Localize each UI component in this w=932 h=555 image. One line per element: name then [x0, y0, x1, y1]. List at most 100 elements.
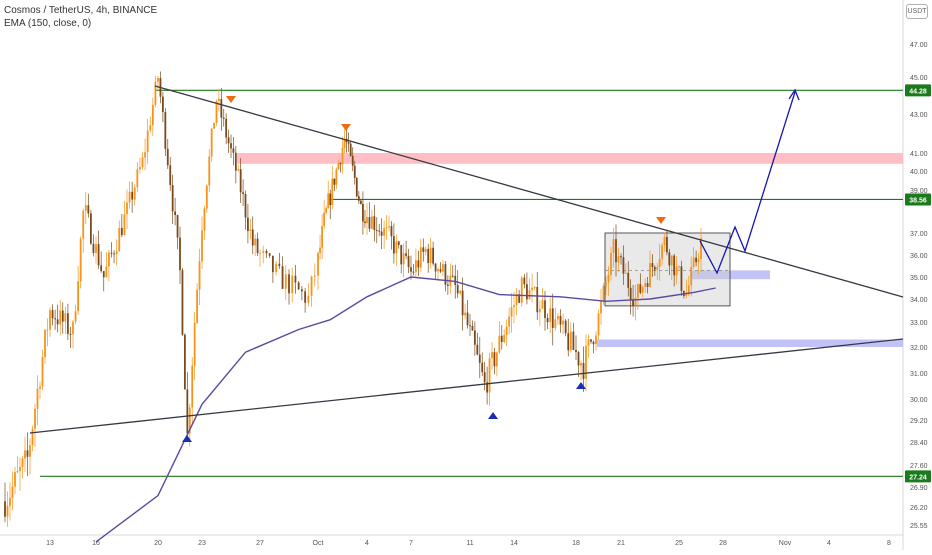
x-tick-label: 27: [256, 540, 264, 547]
candle: [294, 275, 297, 283]
candle: [370, 216, 373, 229]
candle: [82, 210, 85, 239]
candle: [271, 255, 274, 273]
candle: [649, 263, 651, 287]
candle: [538, 308, 541, 313]
candle: [9, 497, 11, 506]
candle: [575, 349, 577, 353]
candle: [84, 205, 87, 211]
x-tick-label: 18: [572, 540, 580, 547]
candle: [383, 228, 386, 236]
candle: [602, 285, 605, 301]
candle: [564, 320, 567, 334]
candle: [128, 191, 131, 203]
candle: [491, 352, 493, 359]
price-badge-label: 27.24: [909, 474, 927, 481]
candle: [498, 335, 501, 353]
candle: [181, 270, 184, 335]
candle: [551, 308, 554, 328]
candle: [439, 269, 442, 272]
candle: [375, 229, 378, 231]
candle: [191, 365, 194, 408]
x-tick-label: 7: [409, 540, 413, 547]
candle: [284, 274, 287, 289]
candle: [373, 216, 376, 230]
candle: [259, 252, 261, 254]
projection-path: [699, 91, 796, 275]
candle: [697, 259, 700, 263]
candle: [4, 501, 6, 517]
candle: [478, 354, 481, 363]
candle: [21, 458, 24, 468]
candle: [29, 445, 31, 457]
candle: [513, 305, 515, 308]
swing-high-marker: [226, 96, 236, 103]
swing-high-marker: [341, 124, 351, 131]
candle: [237, 169, 240, 171]
candle: [297, 282, 300, 290]
candle: [429, 247, 432, 263]
swing-low-marker: [576, 382, 586, 389]
candle: [331, 178, 334, 206]
candle: [313, 275, 316, 277]
candle: [424, 248, 427, 252]
candle: [666, 236, 668, 253]
candle: [34, 408, 36, 429]
candle: [533, 287, 536, 289]
candle: [281, 266, 284, 289]
candle: [288, 274, 290, 294]
x-tick-label: 4: [365, 540, 369, 547]
candle: [179, 237, 181, 271]
candle: [251, 229, 254, 246]
candle: [549, 308, 552, 323]
candle: [278, 263, 281, 267]
candle: [410, 267, 412, 272]
candle: [174, 211, 177, 216]
candle: [341, 147, 344, 165]
candle: [333, 178, 336, 185]
candle: [627, 272, 630, 288]
candle: [536, 287, 539, 313]
candle: [483, 372, 486, 383]
ascending-trendline: [29, 338, 904, 434]
candle: [307, 295, 310, 303]
candle: [327, 193, 330, 208]
candle: [16, 471, 19, 473]
candle: [597, 313, 600, 336]
x-tick-label: 23: [198, 540, 206, 547]
candle: [675, 266, 678, 276]
indicator-label: EMA (150, close, 0): [4, 18, 92, 29]
candle: [366, 217, 368, 223]
candle: [254, 238, 257, 246]
candle: [629, 287, 632, 300]
candle: [19, 467, 21, 472]
candles: [4, 71, 702, 527]
candle: [54, 318, 57, 320]
candle: [612, 239, 615, 254]
candle: [349, 143, 352, 156]
x-tick-label: 25: [675, 540, 683, 547]
currency-badge[interactable]: USDT: [906, 4, 928, 19]
candle: [141, 157, 144, 168]
candle: [310, 276, 313, 296]
candle: [268, 253, 271, 256]
candle: [559, 315, 562, 325]
candle: [188, 407, 191, 434]
candle: [203, 208, 206, 231]
candle: [51, 310, 54, 319]
candle: [154, 81, 157, 105]
candle: [395, 241, 398, 254]
candle: [605, 282, 607, 286]
candle: [131, 191, 134, 200]
candle: [417, 260, 420, 268]
candle: [427, 248, 430, 263]
x-tick-label: 11: [466, 540, 473, 547]
candle: [488, 358, 491, 393]
candle: [72, 321, 74, 335]
candle: [520, 277, 523, 303]
candle: [357, 196, 360, 201]
candle: [446, 284, 449, 286]
y-tick-label: 40.00: [910, 169, 928, 176]
